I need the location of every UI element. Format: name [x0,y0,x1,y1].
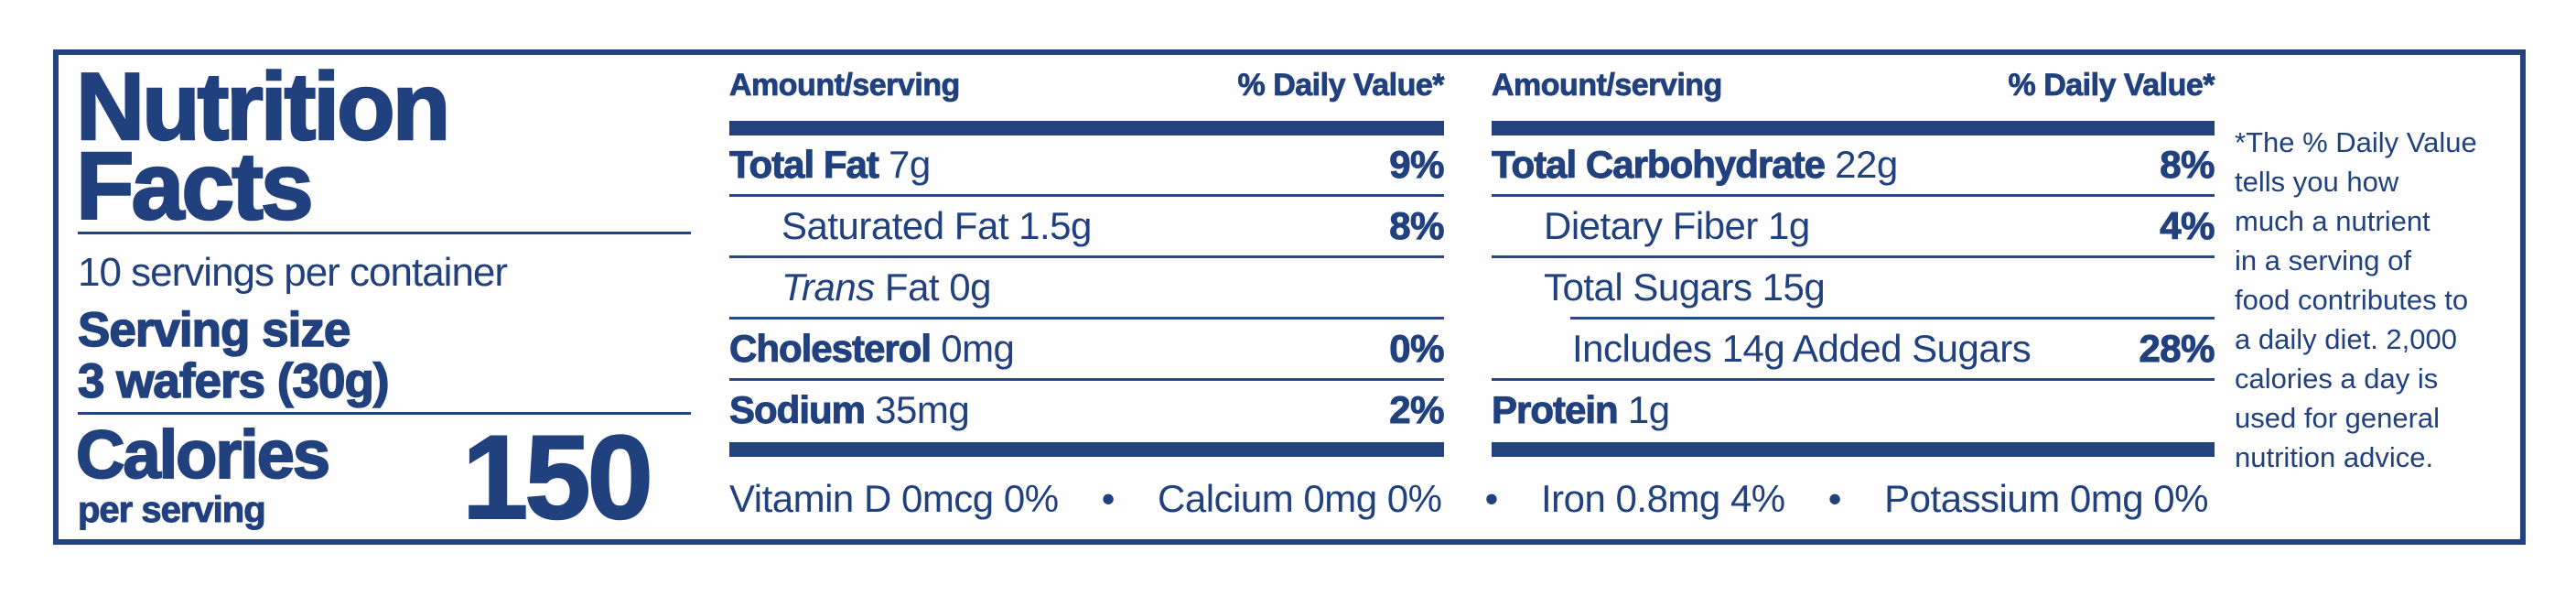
nutrient-row-protein: Protein 1g [1492,388,1671,432]
calories-value: 150 [461,410,654,544]
daily-value: 2% [1389,388,1445,432]
nutrient-row-saturated-fat: Saturated Fat 1.5g 8% [781,204,1445,248]
bullet-separator-icon: • [1101,477,1116,520]
thick-bar [729,442,1444,457]
row-divider [729,194,1444,197]
row-divider [729,255,1444,258]
micronutrients-row: Vitamin D 0mcg 0% • Calcium 0mg 0% • Iro… [729,462,2208,536]
nutrient-row-total-sugars: Total Sugars 15g [1544,265,1826,309]
amount-per-serving-header: Amount/serving [729,68,961,103]
column-header: Amount/serving % Daily Value* [729,67,1445,121]
row-divider-indented [1570,317,2215,320]
nutrient-row-total-fat: Total Fat 7g 9% [729,143,1445,187]
serving-size-value: 3 wafers (30g) [77,353,390,409]
label-title-line1: Nutrition [75,54,452,160]
nutrient-row-total-carbohydrate: Total Carbohydrate 22g 8% [1492,143,2215,187]
row-divider [729,378,1444,381]
nutrient-row-trans-fat: Trans Fat 0g [781,265,992,309]
nutrient-column-carb-protein: Amount/serving % Daily Value* Total Carb… [1492,67,2215,457]
footnote-line: in a serving of [2235,244,2411,276]
daily-value: 4% [2160,204,2215,248]
daily-value: 0% [1389,327,1445,371]
label-title-line2: Facts [75,134,315,240]
row-divider [1492,378,2215,381]
nutrient-row-added-sugars: Includes 14g Added Sugars 28% [1572,327,2215,371]
daily-value: 28% [2139,327,2215,371]
thick-bar [1492,442,2215,457]
amount-per-serving-header: Amount/serving [1492,68,1723,103]
calories-sublabel: per serving [78,490,267,530]
micronutrient-potassium: Potassium 0mg 0% [1884,477,2208,520]
daily-value-header: % Daily Value* [1237,68,1445,103]
micronutrient-vitamin-d: Vitamin D 0mcg 0% [729,477,1059,520]
thick-bar [1492,121,2215,135]
servings-per-container: 10 servings per container [78,250,508,295]
footnote-line: much a nutrient [2235,205,2430,237]
micronutrient-calcium: Calcium 0mg 0% [1158,477,1442,520]
calories-divider [78,412,691,415]
footnote-line: nutrition advice. [2235,441,2434,473]
daily-value: 8% [1389,204,1445,248]
nutrient-row-dietary-fiber: Dietary Fiber 1g 4% [1544,204,2215,248]
nutrient-column-fat-sodium: Amount/serving % Daily Value* Total Fat … [728,67,1445,457]
calories-label: Calories [75,417,331,493]
daily-value-header: % Daily Value* [2008,68,2215,103]
row-divider [729,317,1444,320]
title-divider [78,232,691,234]
column-header: Amount/serving % Daily Value* [1492,67,2215,121]
daily-value: 9% [1389,143,1445,187]
nutrient-row-sodium: Sodium 35mg 2% [729,388,1445,432]
footnote-line: used for general [2235,402,2441,434]
footnote-line: calories a day is [2235,363,2439,395]
nutrition-facts-label: Nutrition Facts 10 servings per containe… [53,49,2526,545]
thick-bar [729,121,1444,135]
bullet-separator-icon: • [1827,477,1842,520]
bullet-separator-icon: • [1484,477,1499,520]
footnote-line: *The % Daily Value [2235,126,2477,158]
serving-size-label: Serving size [77,302,351,358]
footnote-line: food contributes to [2235,284,2469,316]
nutrient-row-cholesterol: Cholesterol 0mg 0% [728,327,1445,371]
micronutrient-iron: Iron 0.8mg 4% [1541,477,1785,520]
footnote-line: a daily diet. 2,000 [2235,323,2458,355]
row-divider [1492,255,2215,258]
daily-value: 8% [2160,143,2215,187]
row-divider [1492,194,2215,197]
label-title: Nutrition Facts [75,54,452,240]
daily-value-footnote: *The % Daily Value tells you how much a … [2235,123,2514,477]
footnote-line: tells you how [2235,166,2399,198]
